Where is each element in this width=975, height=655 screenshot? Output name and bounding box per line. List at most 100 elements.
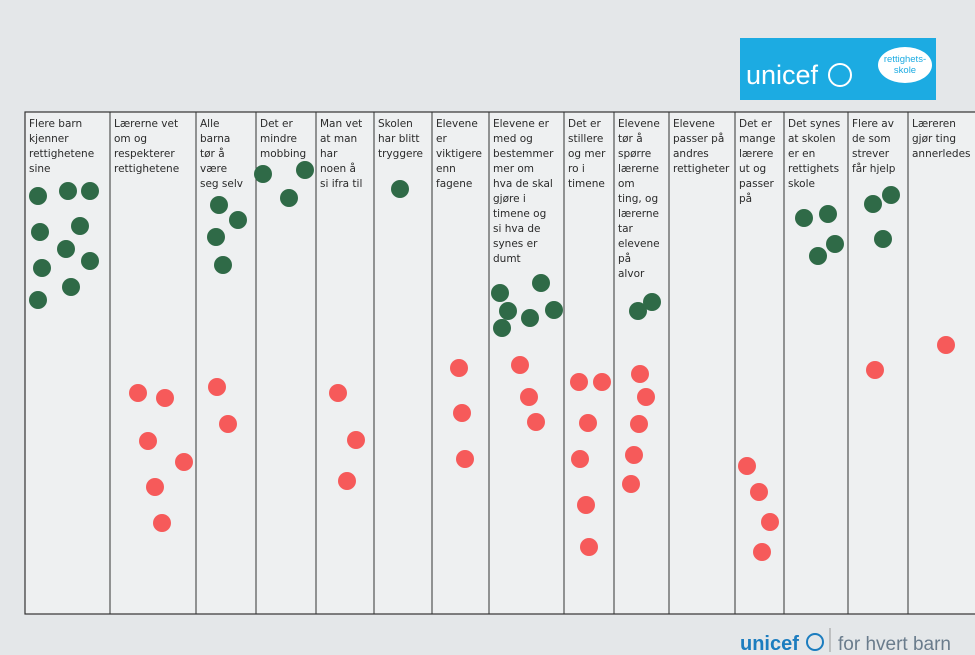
header-line: mindre [260, 133, 297, 145]
red-sticker [937, 336, 955, 354]
header-line: skole [788, 178, 815, 190]
green-sticker [499, 302, 517, 320]
footer-tagline: for hvert barn [838, 634, 951, 655]
green-sticker [545, 301, 563, 319]
header-line: si hva de [493, 223, 541, 235]
header-line: Det er [260, 118, 293, 130]
header-line: Flere av [852, 118, 894, 130]
header-line: si ifra til [320, 178, 362, 190]
header-line: respekterer [114, 148, 175, 160]
red-sticker [637, 388, 655, 406]
header-line: er [436, 133, 447, 145]
green-sticker [643, 293, 661, 311]
header-line: rettigheter [673, 163, 730, 175]
green-sticker [391, 180, 409, 198]
header-line: alvor [618, 268, 645, 280]
red-sticker [866, 361, 884, 379]
header-line: at man [320, 133, 357, 145]
header-line: timene [568, 178, 605, 190]
header-line: rettighets [788, 163, 839, 175]
header-line: om [618, 178, 635, 190]
header-line: rettighetene [114, 163, 179, 175]
header-line: de som [852, 133, 891, 145]
header-line: passer [739, 178, 775, 190]
red-sticker [631, 365, 649, 383]
red-sticker [577, 496, 595, 514]
header-line: Flere barn [29, 118, 82, 130]
green-sticker [62, 278, 80, 296]
header-line: rettighetene [29, 148, 94, 160]
green-sticker [521, 309, 539, 327]
header-line: på [618, 252, 631, 265]
header-line: Det synes [788, 118, 840, 130]
header-line: spørre [618, 148, 651, 160]
header-line: på [739, 192, 752, 205]
poster-photo: unicef rettighets- skole unicef for hver… [0, 0, 975, 655]
red-sticker [329, 384, 347, 402]
green-sticker [280, 189, 298, 207]
header-line: bestemmer [493, 148, 554, 160]
green-sticker [71, 217, 89, 235]
green-sticker [59, 182, 77, 200]
header-line: Det er [739, 118, 772, 130]
logo-badge: rettighets- [884, 54, 926, 65]
green-sticker [819, 205, 837, 223]
header-line: Alle [200, 118, 219, 130]
header-line: har [320, 148, 338, 160]
green-sticker [532, 274, 550, 292]
header-line: er en [788, 148, 815, 160]
green-sticker [795, 209, 813, 227]
header-line: tør å [618, 132, 643, 145]
red-sticker [579, 414, 597, 432]
header-line: andres [673, 148, 709, 160]
header-line: har blitt [378, 133, 419, 145]
header-line: fagene [436, 178, 472, 190]
red-sticker [450, 359, 468, 377]
header-line: gjøre i [493, 193, 526, 205]
red-sticker [580, 538, 598, 556]
header-line: Skolen [378, 118, 413, 130]
header-line: noen å [320, 162, 356, 175]
header-line: elevene [618, 238, 660, 250]
green-sticker [809, 247, 827, 265]
header-line: gjør ting [912, 133, 956, 145]
green-sticker [210, 196, 228, 214]
header-line: mer om [493, 163, 534, 175]
header-line: Læreren [912, 118, 956, 130]
header-line: dumt [493, 253, 521, 265]
header-line: ting, og [618, 193, 658, 205]
header-line: stillere [568, 133, 603, 145]
red-sticker [622, 475, 640, 493]
header-line: lærere [739, 148, 773, 160]
green-sticker [29, 291, 47, 309]
green-sticker [254, 165, 272, 183]
header-line: om og [114, 133, 147, 145]
red-sticker [219, 415, 237, 433]
red-sticker [571, 450, 589, 468]
header-line: ut og [739, 163, 766, 175]
header-line: være [200, 163, 227, 175]
header-line: Elevene er [493, 118, 550, 130]
red-sticker [156, 389, 174, 407]
header-line: at skolen [788, 133, 836, 145]
red-sticker [175, 453, 193, 471]
header-line: med og [493, 133, 533, 145]
header-line: Elevene [436, 118, 478, 130]
header-line: Det er [568, 118, 601, 130]
header-line: seg selv [200, 178, 243, 190]
green-sticker [31, 223, 49, 241]
green-sticker [874, 230, 892, 248]
green-sticker [81, 252, 99, 270]
green-sticker [826, 235, 844, 253]
red-sticker [527, 413, 545, 431]
green-sticker [29, 187, 47, 205]
red-sticker [208, 378, 226, 396]
red-sticker [625, 446, 643, 464]
green-sticker [296, 161, 314, 179]
header-line: strever [852, 148, 890, 160]
header-line: mange [739, 133, 775, 145]
header-line: synes er [493, 238, 538, 250]
logo-badge: skole [894, 65, 916, 76]
red-sticker [750, 483, 768, 501]
